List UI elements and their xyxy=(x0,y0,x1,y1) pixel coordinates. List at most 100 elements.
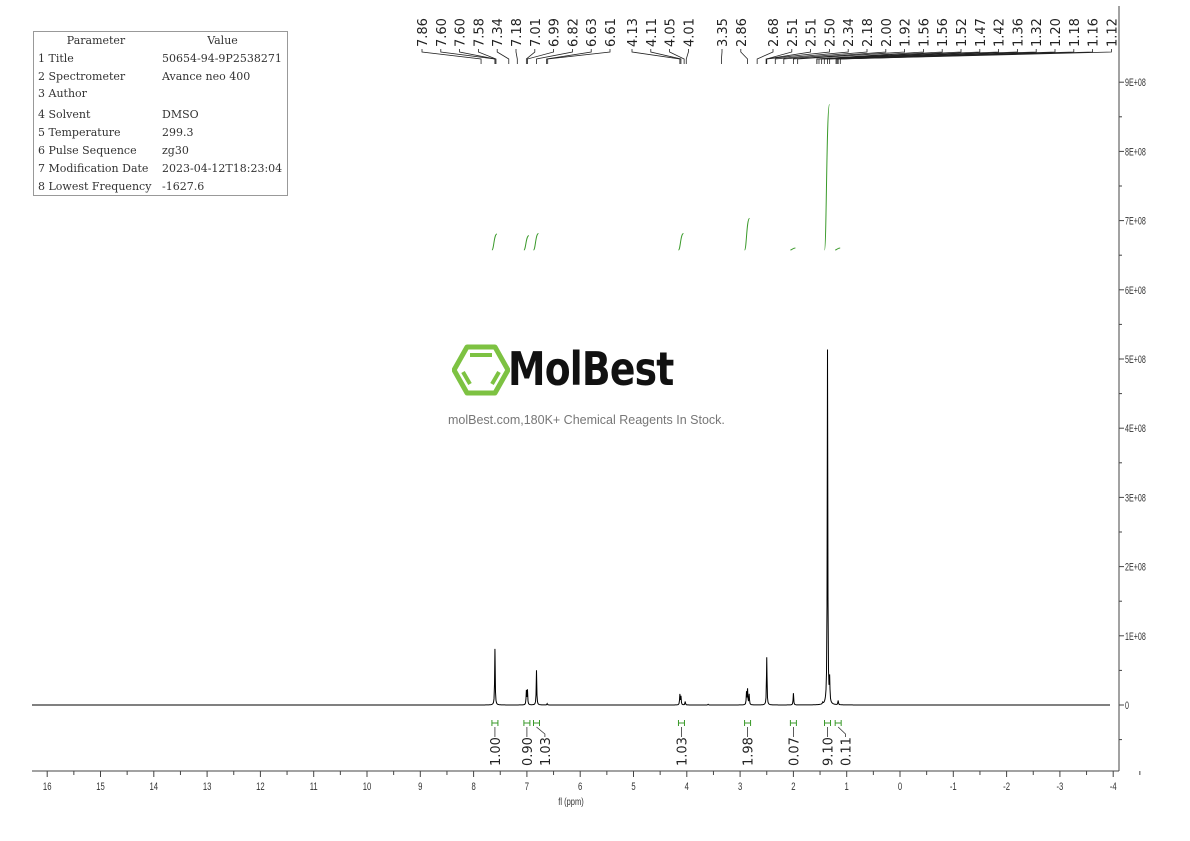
peak-label: 7.60 xyxy=(435,18,450,47)
parameter-name: 3 Author xyxy=(38,87,87,101)
parameter-value: Avance neo 400 xyxy=(162,69,251,83)
peak-label: 2.50 xyxy=(823,18,838,47)
y-tick-label: 0 xyxy=(1125,700,1129,712)
parameter-row: 4 Solvent DMSO xyxy=(34,106,287,124)
integral-marker xyxy=(834,720,842,726)
spectrum-line xyxy=(32,349,1110,706)
peak-label: 6.99 xyxy=(548,18,563,47)
x-tick-label: 10 xyxy=(363,781,372,794)
parameter-row: 5 Temperature 299.3 xyxy=(34,124,287,142)
y-tick-label: 3E+08 xyxy=(1125,492,1146,504)
parameter-row: 1 Title 50654-94-9P2538271 xyxy=(34,50,287,68)
x-tick-label: -3 xyxy=(1056,781,1063,794)
parameter-table: Parameter Value 1 Title 50654-94-9P253827… xyxy=(33,31,288,197)
parameter-table-header: Parameter Value xyxy=(34,32,287,50)
peak-label-leader xyxy=(793,49,887,64)
integral-curve xyxy=(491,233,498,251)
peak-label: 1.56 xyxy=(917,18,932,47)
header-parameter: Parameter xyxy=(66,34,126,47)
parameter-value: 50654-94-9P2538271 xyxy=(162,51,282,65)
parameter-row: 6 Pulse Sequence zg30 xyxy=(34,142,287,160)
peak-label: 6.63 xyxy=(585,18,600,47)
x-tick-label: 13 xyxy=(203,781,212,794)
peak-label-leader xyxy=(821,49,981,64)
y-tick-label: 7E+08 xyxy=(1125,215,1146,227)
parameter-name: 8 Lowest Frequency xyxy=(38,179,152,193)
peak-label: 6.61 xyxy=(604,18,619,47)
integral-marker xyxy=(532,720,540,726)
molbest-logo-hexagon-icon xyxy=(452,344,510,396)
peak-label-leader xyxy=(477,49,497,64)
peak-label: 2.18 xyxy=(861,18,876,47)
x-tick-label: 7 xyxy=(525,781,529,794)
y-tick-label: 8E+08 xyxy=(1125,146,1146,158)
peak-label: 4.13 xyxy=(626,18,641,47)
peak-label-leader xyxy=(797,49,905,64)
peak-label: 2.68 xyxy=(767,18,782,47)
peak-label: 4.01 xyxy=(682,18,697,47)
x-tick-label: 1 xyxy=(845,781,849,794)
integral-curve xyxy=(835,247,841,251)
header-value: Value xyxy=(207,34,238,47)
x-tick-label: 3 xyxy=(738,781,742,794)
peak-label: 1.12 xyxy=(1105,18,1120,47)
parameter-value: 299.3 xyxy=(162,126,194,140)
peak-label-leader xyxy=(527,49,554,64)
peak-label-leader xyxy=(421,49,482,64)
y-tick-label: 2E+08 xyxy=(1125,561,1146,573)
peak-label: 1.52 xyxy=(955,18,970,47)
peak-label: 2.00 xyxy=(880,18,895,47)
x-tick-label: 8 xyxy=(471,781,475,794)
integral-leader xyxy=(837,726,846,737)
x-tick-label: -1 xyxy=(950,781,957,794)
peak-label-leader xyxy=(823,49,999,64)
x-tick-label: -2 xyxy=(1003,781,1010,794)
integral-value: 1.03 xyxy=(539,737,554,766)
integral-value: 1.03 xyxy=(675,737,690,766)
peak-label: 4.11 xyxy=(645,18,660,47)
peak-label-leader xyxy=(765,49,811,64)
peak-label: 7.86 xyxy=(416,18,431,47)
x-tick-label: 4 xyxy=(685,781,689,794)
peak-label-leader xyxy=(536,49,573,64)
peak-label: 1.32 xyxy=(1030,18,1045,47)
integral-marker xyxy=(523,720,531,726)
integral-curve xyxy=(824,103,831,251)
parameter-name: 7 Modification Date xyxy=(38,161,149,175)
y-tick-label: 5E+08 xyxy=(1125,354,1146,366)
integral-value: 0.11 xyxy=(840,737,855,766)
peak-label: 7.58 xyxy=(472,18,487,47)
x-tick-label: 14 xyxy=(150,781,159,794)
integral-marker xyxy=(491,720,499,726)
integral-leader xyxy=(536,726,546,737)
peak-label: 6.82 xyxy=(566,18,581,47)
peak-label: 4.05 xyxy=(664,18,679,47)
peak-label-leader xyxy=(547,49,611,64)
peak-label: 7.34 xyxy=(491,18,506,47)
peak-label-leader xyxy=(774,49,849,64)
parameter-name: 6 Pulse Sequence xyxy=(38,143,137,157)
peak-label: 7.60 xyxy=(454,18,469,47)
integral-value: 1.00 xyxy=(489,737,504,766)
peak-label: 7.18 xyxy=(510,18,525,47)
peak-label-leader xyxy=(515,49,518,64)
peak-label-leader xyxy=(740,49,748,64)
x-tick-label: -4 xyxy=(1110,781,1117,794)
peak-label: 2.34 xyxy=(842,18,857,47)
x-tick-label: 0 xyxy=(898,781,902,794)
parameter-value: DMSO xyxy=(162,108,199,122)
peak-label-leader xyxy=(816,49,943,64)
peak-label-leader xyxy=(669,49,685,64)
peak-label-leader xyxy=(525,49,536,64)
peak-label-leader xyxy=(459,49,496,64)
x-axis-label: fl (ppm) xyxy=(558,796,583,807)
integral-marker xyxy=(744,720,752,726)
peak-label-leader xyxy=(766,49,830,64)
x-tick-label: 15 xyxy=(96,781,105,794)
watermark-brand: MolBest xyxy=(508,342,674,396)
integral-value: 0.07 xyxy=(787,737,802,766)
peak-label-leader xyxy=(839,49,1112,64)
peak-label: 2.51 xyxy=(786,18,801,47)
parameter-name: 5 Temperature xyxy=(38,126,121,140)
